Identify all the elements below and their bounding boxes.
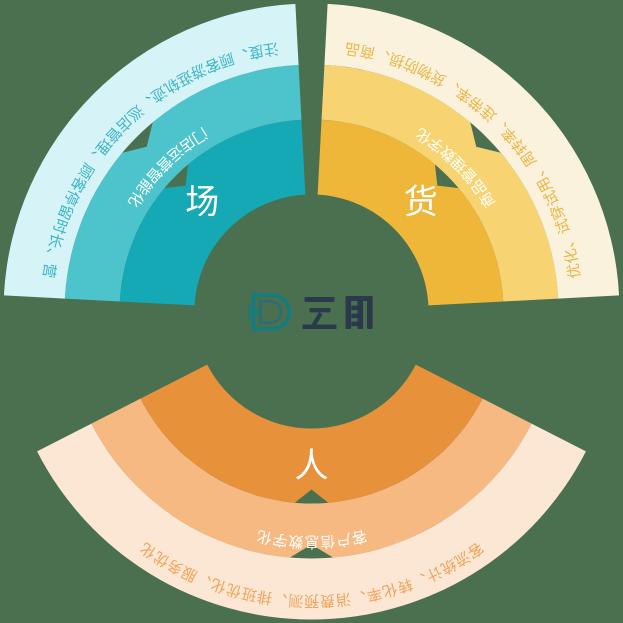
segment-huo-core-band[interactable] xyxy=(317,119,504,306)
segment-ren-core-band[interactable] xyxy=(140,364,483,503)
mid-label-ren: 客户信息数字化 xyxy=(255,527,368,550)
segment-chang-mid-band[interactable] xyxy=(64,64,302,302)
core-label-ren: 人 xyxy=(295,447,329,485)
segment-chang-outer-band[interactable] xyxy=(3,3,299,299)
core-label-chang: 场 xyxy=(185,183,219,221)
segment-huo-mid-band[interactable] xyxy=(321,64,559,302)
segment-chang-core-band[interactable] xyxy=(119,119,306,306)
ring-group xyxy=(3,3,620,620)
core-label-huo: 货 xyxy=(404,183,438,221)
segment-huo-outer-band[interactable] xyxy=(324,3,620,299)
segment-ren-outer-band[interactable] xyxy=(37,423,586,620)
segment-ren-mid-band[interactable] xyxy=(91,398,532,558)
